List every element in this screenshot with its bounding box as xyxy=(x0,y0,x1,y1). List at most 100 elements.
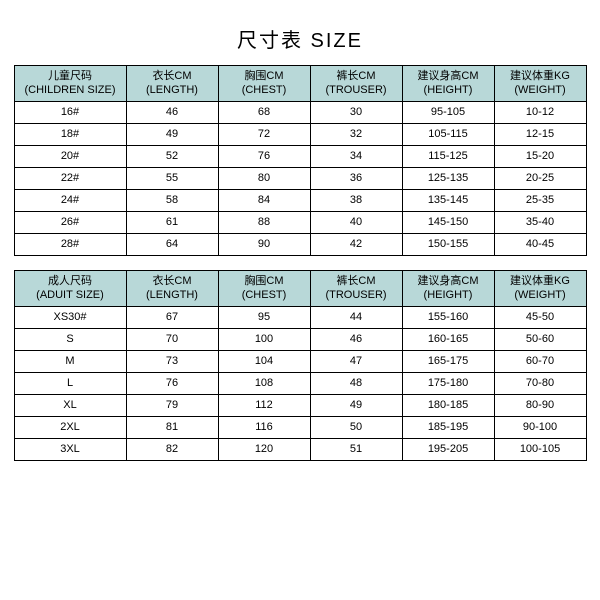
table-cell: 135-145 xyxy=(402,190,494,212)
table-cell: 28# xyxy=(14,234,126,256)
col-header: 儿童尺码(CHILDREN SIZE) xyxy=(14,66,126,102)
table-cell: 47 xyxy=(310,351,402,373)
table-cell: 125-135 xyxy=(402,168,494,190)
table-row: 28#649042150-15540-45 xyxy=(14,234,586,256)
col-header: 裤长CM(TROUSER) xyxy=(310,271,402,307)
table-row: 2XL8111650185-19590-100 xyxy=(14,417,586,439)
table-cell: 60-70 xyxy=(494,351,586,373)
table-cell: XS30# xyxy=(14,307,126,329)
table-cell: 95-105 xyxy=(402,102,494,124)
table-cell: 44 xyxy=(310,307,402,329)
table-cell: 50-60 xyxy=(494,329,586,351)
table-cell: 34 xyxy=(310,146,402,168)
table-row: 3XL8212051195-205100-105 xyxy=(14,439,586,461)
table-cell: 70 xyxy=(126,329,218,351)
table-cell: 175-180 xyxy=(402,373,494,395)
table-cell: 80-90 xyxy=(494,395,586,417)
table-cell: 165-175 xyxy=(402,351,494,373)
table-cell: 116 xyxy=(218,417,310,439)
col-header: 成人尺码(ADUIT SIZE) xyxy=(14,271,126,307)
table-cell: 180-185 xyxy=(402,395,494,417)
table-cell: 48 xyxy=(310,373,402,395)
table-cell: 20# xyxy=(14,146,126,168)
table-cell: 100 xyxy=(218,329,310,351)
table-cell: 51 xyxy=(310,439,402,461)
table-cell: 49 xyxy=(126,124,218,146)
table-cell: 35-40 xyxy=(494,212,586,234)
col-header: 胸围CM(CHEST) xyxy=(218,271,310,307)
col-header: 建议身高CM(HEIGHT) xyxy=(402,271,494,307)
table-cell: 58 xyxy=(126,190,218,212)
table-cell: 30 xyxy=(310,102,402,124)
table-cell: 50 xyxy=(310,417,402,439)
table-cell: 45-50 xyxy=(494,307,586,329)
table-row: 20#527634115-12515-20 xyxy=(14,146,586,168)
table-cell: 46 xyxy=(310,329,402,351)
table-cell: 3XL xyxy=(14,439,126,461)
table-cell: 72 xyxy=(218,124,310,146)
table-cell: 100-105 xyxy=(494,439,586,461)
table-cell: 150-155 xyxy=(402,234,494,256)
table-row: 26#618840145-15035-40 xyxy=(14,212,586,234)
table-cell: 76 xyxy=(126,373,218,395)
table-cell: 67 xyxy=(126,307,218,329)
table-cell: 18# xyxy=(14,124,126,146)
table-cell: 104 xyxy=(218,351,310,373)
table-cell: 20-25 xyxy=(494,168,586,190)
table-cell: 36 xyxy=(310,168,402,190)
table-cell: 12-15 xyxy=(494,124,586,146)
table-cell: 64 xyxy=(126,234,218,256)
table-cell: 185-195 xyxy=(402,417,494,439)
table-cell: 15-20 xyxy=(494,146,586,168)
col-header: 建议身高CM(HEIGHT) xyxy=(402,66,494,102)
table-cell: M xyxy=(14,351,126,373)
table-cell: 22# xyxy=(14,168,126,190)
table-cell: 90-100 xyxy=(494,417,586,439)
table-cell: 40 xyxy=(310,212,402,234)
table-row: 22#558036125-13520-25 xyxy=(14,168,586,190)
table-cell: 25-35 xyxy=(494,190,586,212)
table-cell: 55 xyxy=(126,168,218,190)
table-row: XS30#679544155-16045-50 xyxy=(14,307,586,329)
table-cell: 76 xyxy=(218,146,310,168)
table-cell: 81 xyxy=(126,417,218,439)
table-cell: 52 xyxy=(126,146,218,168)
table-cell: 79 xyxy=(126,395,218,417)
adult-size-table: 成人尺码(ADUIT SIZE) 衣长CM(LENGTH) 胸围CM(CHEST… xyxy=(14,270,587,461)
col-header: 建议体重KG(WEIGHT) xyxy=(494,271,586,307)
table-row: S7010046160-16550-60 xyxy=(14,329,586,351)
table-cell: 88 xyxy=(218,212,310,234)
table-cell: XL xyxy=(14,395,126,417)
table-cell: 108 xyxy=(218,373,310,395)
table-cell: 84 xyxy=(218,190,310,212)
page-title: 尺寸表 SIZE xyxy=(237,24,363,53)
table-row: 24#588438135-14525-35 xyxy=(14,190,586,212)
table-cell: 155-160 xyxy=(402,307,494,329)
table-cell: 82 xyxy=(126,439,218,461)
table-cell: 2XL xyxy=(14,417,126,439)
table-cell: 115-125 xyxy=(402,146,494,168)
table-cell: 112 xyxy=(218,395,310,417)
adult-header-row: 成人尺码(ADUIT SIZE) 衣长CM(LENGTH) 胸围CM(CHEST… xyxy=(14,271,586,307)
table-row: 18#497232105-11512-15 xyxy=(14,124,586,146)
table-cell: L xyxy=(14,373,126,395)
table-row: 16#46683095-10510-12 xyxy=(14,102,586,124)
table-cell: 38 xyxy=(310,190,402,212)
table-row: L7610848175-18070-80 xyxy=(14,373,586,395)
children-header-row: 儿童尺码(CHILDREN SIZE) 衣长CM(LENGTH) 胸围CM(CH… xyxy=(14,66,586,102)
table-row: M7310447165-17560-70 xyxy=(14,351,586,373)
table-cell: 46 xyxy=(126,102,218,124)
table-cell: 120 xyxy=(218,439,310,461)
table-cell: 49 xyxy=(310,395,402,417)
col-header: 衣长CM(LENGTH) xyxy=(126,66,218,102)
col-header: 胸围CM(CHEST) xyxy=(218,66,310,102)
children-body: 16#46683095-10510-1218#497232105-11512-1… xyxy=(14,102,586,256)
adult-body: XS30#679544155-16045-50S7010046160-16550… xyxy=(14,307,586,461)
table-cell: 195-205 xyxy=(402,439,494,461)
table-cell: 26# xyxy=(14,212,126,234)
table-cell: 42 xyxy=(310,234,402,256)
table-cell: 105-115 xyxy=(402,124,494,146)
table-cell: 10-12 xyxy=(494,102,586,124)
table-row: XL7911249180-18580-90 xyxy=(14,395,586,417)
table-cell: 160-165 xyxy=(402,329,494,351)
